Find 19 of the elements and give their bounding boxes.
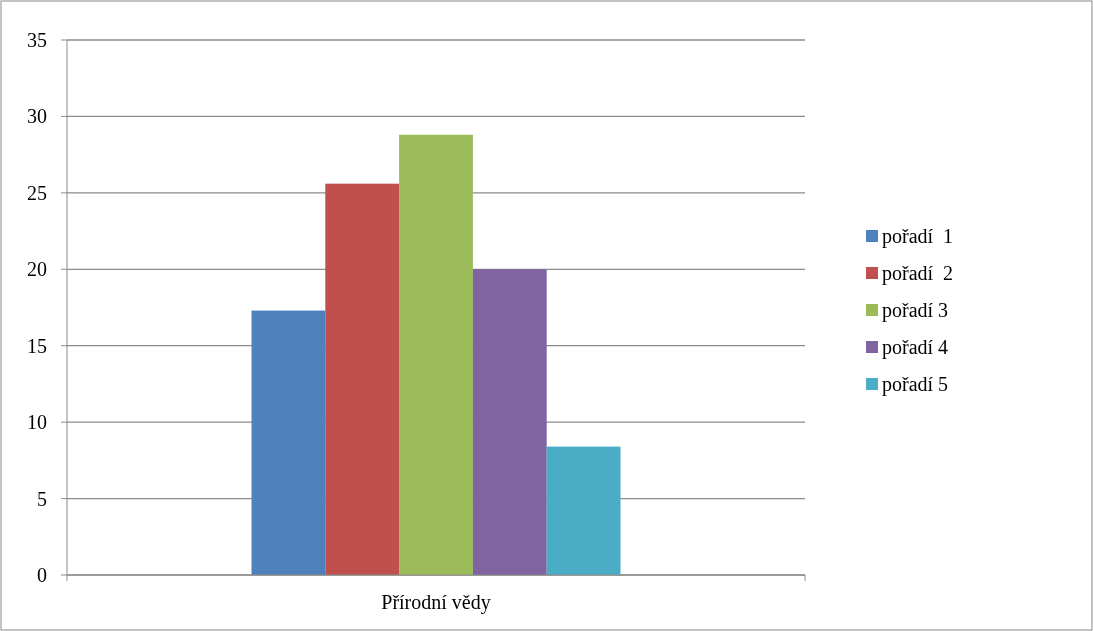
y-tick-label: 30 [27,105,47,128]
legend-label: pořadí 3 [882,299,949,322]
legend-label: pořadí 1 [882,225,954,248]
legend-label: pořadí 4 [882,336,949,359]
bar [472,269,547,575]
legend-label: pořadí 5 [882,373,949,396]
bar [399,134,473,575]
bar [325,183,400,575]
x-tick-label: Přírodní vědy [381,591,491,614]
bar [546,446,621,575]
y-tick-label: 35 [27,29,47,51]
y-tick-label: 25 [27,181,47,204]
y-tick-label: 20 [27,258,47,281]
y-tick-label: 15 [27,334,47,357]
y-tick-label: 5 [37,487,47,510]
y-tick-label: 10 [27,411,47,434]
bar [251,310,326,575]
legend-label: pořadí 2 [882,262,954,285]
y-tick-label: 0 [37,564,47,586]
